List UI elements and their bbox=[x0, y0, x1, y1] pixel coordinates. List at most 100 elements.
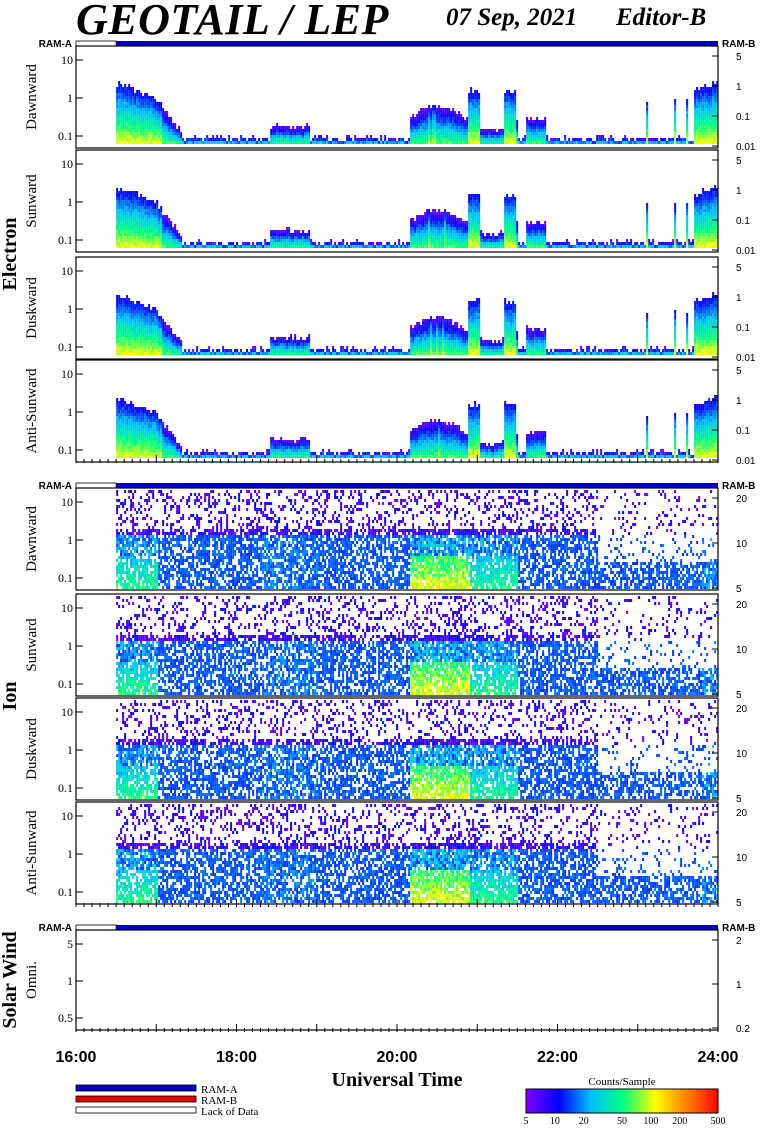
spectrogram-cell bbox=[196, 346, 199, 349]
spectrogram-cell bbox=[266, 242, 269, 245]
spectrogram-cell bbox=[140, 322, 143, 325]
spectrogram-cell bbox=[512, 236, 515, 239]
spectrogram-cell bbox=[494, 245, 497, 248]
spectrogram-cell bbox=[418, 230, 421, 233]
spectrogram-cell bbox=[118, 102, 121, 105]
spectrogram-cell bbox=[198, 138, 201, 141]
spectrogram-cell bbox=[346, 138, 349, 141]
spectrogram-cell bbox=[434, 236, 437, 239]
spectrogram-cell bbox=[128, 242, 131, 245]
spectrogram-cell bbox=[466, 346, 469, 349]
spectrogram-cell bbox=[534, 227, 537, 230]
spectrogram-cell bbox=[128, 212, 131, 215]
spectrogram-cell bbox=[126, 337, 129, 340]
spectrogram-cell bbox=[422, 129, 425, 132]
spectrogram-cell bbox=[142, 337, 145, 340]
spectrogram-cell bbox=[410, 123, 413, 126]
spectrogram-cell bbox=[410, 328, 413, 331]
spectrogram-cell bbox=[704, 93, 707, 96]
spectrogram-cell bbox=[432, 114, 435, 117]
spectrogram-cell bbox=[282, 239, 285, 242]
spectrogram-cell bbox=[672, 141, 675, 144]
spectrogram-cell bbox=[504, 203, 507, 206]
spectrogram-cell bbox=[130, 197, 133, 200]
spectrogram-cell bbox=[196, 138, 199, 141]
spectrogram-cell bbox=[140, 138, 143, 141]
spectrogram-cell bbox=[162, 242, 165, 245]
spectrogram-cell bbox=[458, 349, 461, 352]
spectrogram-cell bbox=[284, 239, 287, 242]
spectrogram-cell bbox=[704, 129, 707, 132]
spectrogram-cell bbox=[712, 200, 715, 203]
spectrogram-cell bbox=[444, 132, 447, 135]
spectrogram-cell bbox=[170, 239, 173, 242]
spectrogram-cell bbox=[118, 233, 121, 236]
spectrogram-cell bbox=[410, 349, 413, 352]
spectrogram-cell bbox=[160, 227, 163, 230]
spectrogram-cell bbox=[156, 221, 159, 224]
spectrogram-cell bbox=[442, 132, 445, 135]
spectrogram-cell bbox=[670, 242, 673, 245]
spectrogram-cell bbox=[462, 141, 465, 144]
spectrogram-cell bbox=[698, 215, 701, 218]
spectrogram-cell bbox=[156, 239, 159, 242]
spectrogram-cell bbox=[148, 108, 151, 111]
spectrogram-cell bbox=[542, 141, 545, 144]
spectrogram-cell bbox=[652, 242, 655, 245]
spectrogram-cell bbox=[674, 239, 677, 242]
spectrogram-cell bbox=[532, 138, 535, 141]
spectrogram-cell bbox=[450, 230, 453, 233]
spectrogram-cell bbox=[482, 236, 485, 239]
spectrogram-cell bbox=[174, 129, 177, 132]
spectrogram-cell bbox=[126, 295, 129, 298]
spectrogram-cell bbox=[664, 245, 667, 248]
spectrogram-cell bbox=[130, 352, 133, 355]
spectrogram-cell bbox=[504, 135, 507, 138]
spectrogram-cell bbox=[612, 138, 615, 141]
spectrogram-cell bbox=[288, 138, 291, 141]
spectrogram-cell bbox=[292, 340, 295, 343]
spectrogram-cell bbox=[710, 117, 713, 120]
spectrogram-cell bbox=[138, 352, 141, 355]
spectrogram-cell bbox=[420, 343, 423, 346]
spectrogram-cell bbox=[696, 120, 699, 123]
spectrogram-cell bbox=[508, 114, 511, 117]
spectrogram-cell bbox=[292, 236, 295, 239]
spectrogram-cell bbox=[374, 245, 377, 248]
spectrogram-cell bbox=[454, 215, 457, 218]
spectrogram-cell bbox=[148, 221, 151, 224]
y-tick-right-label: 1 bbox=[736, 186, 742, 197]
spectrogram-cell bbox=[280, 349, 283, 352]
spectrogram-cell bbox=[522, 141, 525, 144]
spectrogram-cell bbox=[420, 129, 423, 132]
spectrogram-cell bbox=[164, 230, 167, 233]
spectrogram-cell bbox=[502, 239, 505, 242]
spectrogram-cell bbox=[140, 319, 143, 322]
spectrogram-cell bbox=[196, 349, 199, 352]
spectrogram-cell bbox=[442, 233, 445, 236]
spectrogram-cell bbox=[368, 352, 371, 355]
spectrogram-cell bbox=[132, 93, 135, 96]
spectrogram-cell bbox=[252, 141, 255, 144]
spectrogram-cell bbox=[430, 111, 433, 114]
spectrogram-cell bbox=[426, 141, 429, 144]
spectrogram-cell bbox=[436, 337, 439, 340]
spectrogram-cell bbox=[122, 236, 125, 239]
spectrogram-cell bbox=[674, 245, 677, 248]
spectrogram-cell bbox=[130, 108, 133, 111]
spectrogram-cell bbox=[432, 135, 435, 138]
spectrogram-cell bbox=[422, 331, 425, 334]
spectrogram-cell bbox=[646, 105, 649, 108]
spectrogram-cell bbox=[158, 319, 161, 322]
spectrogram-cell bbox=[286, 352, 289, 355]
spectrogram-cell bbox=[590, 141, 593, 144]
spectrogram-cell bbox=[146, 99, 149, 102]
spectrogram-cell bbox=[462, 343, 465, 346]
spectrogram-cell bbox=[436, 242, 439, 245]
spectrogram-cell bbox=[444, 141, 447, 144]
spectrogram-cell bbox=[470, 212, 473, 215]
spectrogram-cell bbox=[142, 102, 145, 105]
spectrogram-cell bbox=[444, 230, 447, 233]
spectrogram-cell bbox=[442, 334, 445, 337]
spectrogram-cell bbox=[374, 349, 377, 352]
